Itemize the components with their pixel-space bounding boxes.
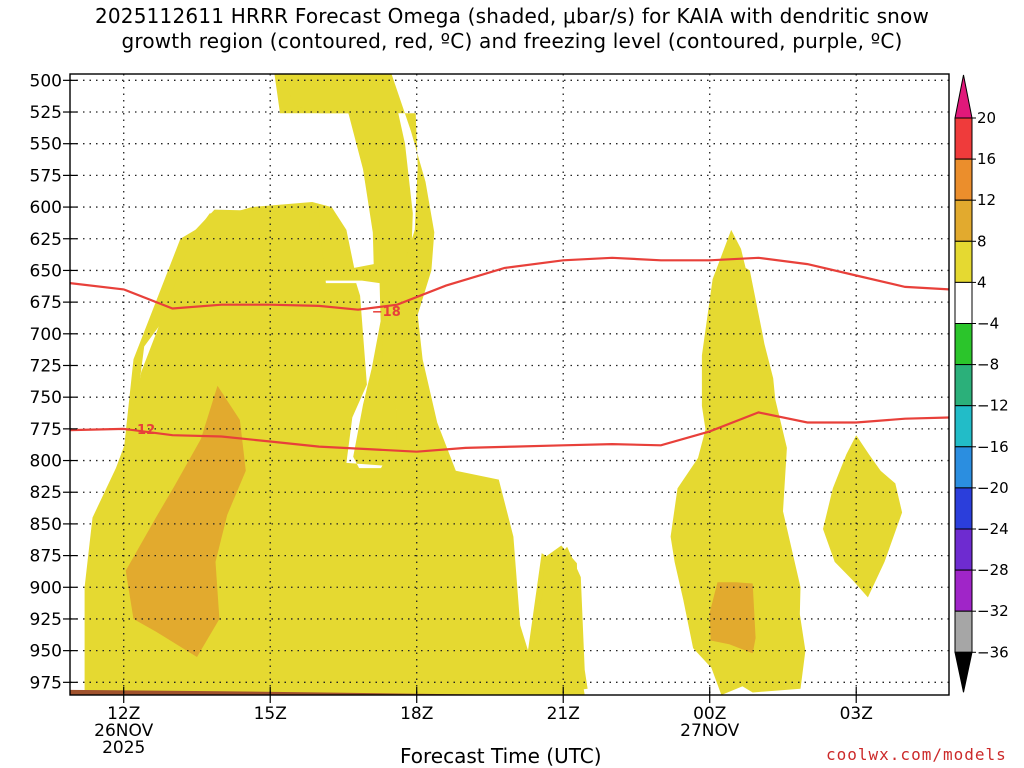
colorbar-tick-label: −16 [977,438,1009,456]
x-tick-label: 21Z [547,704,580,724]
dgz-contour-1 [70,411,949,453]
dgz-contour-0 [70,256,949,311]
y-tick-label: 825 [30,483,62,503]
omega-region-5 [709,582,756,654]
colorbar-swatch [954,117,973,160]
colorbar-tick-label: −12 [977,397,1009,415]
x-tick-label: 00Z [693,704,726,724]
omega-region-3 [823,435,903,598]
x-tick-label: 03Z [840,704,873,724]
credit-link[interactable]: coolwx.com/models [826,745,1007,764]
y-tick-label: 875 [30,547,62,567]
omega-shading-layer [70,74,949,695]
colorbar-swatch [954,281,973,324]
colorbar-swatch [954,323,973,366]
y-tick-label: 750 [30,388,62,408]
y-tick-label: 850 [30,515,62,535]
x-axis-title: Forecast Time (UTC) [400,744,602,768]
colorbar-tick-label: −4 [977,315,999,333]
x-tick-label: 18Z [400,704,433,724]
plot-border [69,73,950,696]
colorbar-swatch [954,199,973,242]
y-tick-label: 975 [30,673,62,693]
colorbar-swatch [954,487,973,530]
dgz-contour-label-0: −18 [372,305,401,320]
colorbar-tick-label: 20 [977,109,996,127]
y-tick-label: 525 [30,103,62,123]
chart-title-line1: 2025112611 HRRR Forecast Omega (shaded, … [94,4,930,28]
colorbar-tick-label: −36 [977,643,1009,661]
colorbar-swatch [954,364,973,407]
y-tick-label: 950 [30,642,62,662]
dgz-contour-layer: −18 −12 [70,256,949,453]
colorbar-tick-label: 16 [977,150,996,168]
colorbar-tick-label: −8 [977,356,999,374]
colorbar-over-arrow [954,74,973,119]
x-tick-date: 26NOV [94,721,153,741]
colorbar-swatch [954,528,973,571]
colorbar-tick-label: −28 [977,561,1009,579]
colorbar-swatch [954,610,973,653]
omega-region-2 [670,229,806,695]
dgz-contour-label-1: −12 [126,423,155,438]
x-tick-date: 27NOV [680,721,739,741]
x-tick-year: 2025 [102,738,145,758]
terrain-ground [70,689,949,695]
y-tick-label: 700 [30,325,62,345]
y-axis: 500 525 550 575 600 625 650 675 700 725 750 775 800 8… [30,71,77,693]
colorbar-swatch [954,240,973,283]
colorbar-swatch [954,405,973,448]
y-tick-label: 650 [30,261,62,281]
chart-title: 2025112611 HRRR Forecast Omega (shaded, … [0,4,1024,54]
colorbar-tick-label: −32 [977,602,1009,620]
y-tick-label: 725 [30,356,62,376]
colorbar-tick-label: 8 [977,232,987,250]
chart-title-line2: growth region (contoured, red, ºC) and f… [121,29,903,53]
y-tick-label: 925 [30,610,62,630]
colorbar-swatch [954,158,973,201]
colorbar-tick-label: 4 [977,273,987,291]
y-tick-label: 550 [30,135,62,155]
y-tick-label: 900 [30,578,62,598]
colorbar-swatch [954,569,973,612]
y-tick-label: 775 [30,420,62,440]
colorbar-under-arrow [954,651,973,693]
y-tick-label: 575 [30,166,62,186]
y-tick-label: 800 [30,452,62,472]
y-tick-label: 500 [30,71,62,91]
colorbar: 20 16 12 8 4 −4 −8 −12 −16 −20 −24 −28 −32 −36 [954,74,1009,693]
y-tick-label: 600 [30,198,62,218]
colorbar-tick-label: −24 [977,520,1009,538]
y-tick-label: 675 [30,293,62,313]
colorbar-tick-label: 12 [977,191,996,209]
colorbar-swatch [954,446,973,489]
omega-region-4 [125,385,246,657]
plot-frame [69,73,950,696]
x-tick-label: 15Z [254,704,287,724]
y-tick-label: 625 [30,230,62,250]
colorbar-tick-label: −20 [977,479,1009,497]
x-tick-label: 12Z [107,704,140,724]
